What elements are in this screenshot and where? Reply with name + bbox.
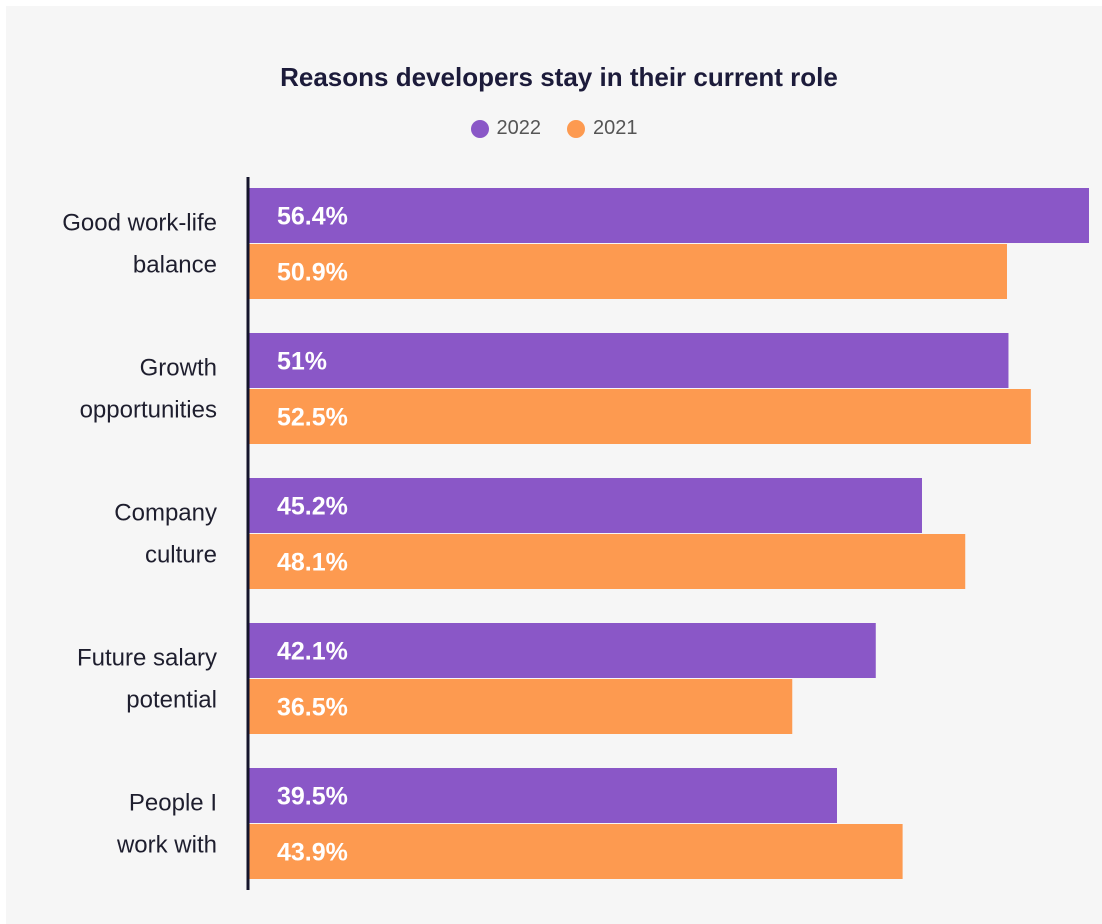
category-label-3-1: potential: [126, 687, 217, 714]
bar-label-2021-4: 43.9%: [277, 839, 348, 867]
category-label-2-0: Company: [114, 500, 217, 527]
bar-2021-3: [248, 679, 793, 734]
category-label-4-1: work with: [116, 832, 217, 859]
bar-2021-4: [248, 824, 903, 879]
bar-label-2022-0: 56.4%: [277, 203, 348, 231]
category-label-1-0: Growth: [140, 355, 217, 382]
bar-label-2021-1: 52.5%: [277, 404, 348, 432]
bar-2022-1: [248, 333, 1009, 388]
category-label-0-0: Good work-life: [62, 210, 217, 237]
bar-2022-4: [248, 768, 837, 823]
category-label-3-0: Future salary: [77, 645, 217, 672]
bar-label-2022-2: 45.2%: [277, 493, 348, 521]
category-label-1-1: opportunities: [80, 397, 217, 424]
bar-2022-2: [248, 478, 922, 533]
bar-label-2021-0: 50.9%: [277, 259, 348, 287]
bar-2022-3: [248, 623, 876, 678]
bar-2021-0: [248, 244, 1007, 299]
bar-label-2022-3: 42.1%: [277, 638, 348, 666]
category-label-0-1: balance: [133, 252, 217, 279]
legend-item-2022: 2022: [470, 117, 542, 140]
bar-label-2021-3: 36.5%: [277, 694, 348, 722]
legend-swatch-2021: [567, 119, 585, 138]
legend-swatch-2022: [470, 119, 489, 138]
bar-label-2022-4: 39.5%: [277, 783, 348, 811]
legend-item-2021: 2021: [567, 117, 638, 140]
category-label-2-1: culture: [145, 542, 217, 569]
bar-2022-0: [248, 188, 1089, 243]
chart-title: Reasons developers stay in their current…: [280, 62, 838, 92]
bar-label-2022-1: 51%: [277, 348, 327, 376]
bar-2021-1: [248, 389, 1031, 444]
bar-label-2021-2: 48.1%: [277, 549, 348, 577]
bar-2021-2: [248, 534, 966, 589]
chart-legend: 2022 2021: [0, 117, 1102, 140]
category-label-4-0: People I: [129, 790, 217, 817]
legend-label-2021: 2021: [593, 117, 638, 139]
legend-label-2022: 2022: [496, 117, 542, 139]
